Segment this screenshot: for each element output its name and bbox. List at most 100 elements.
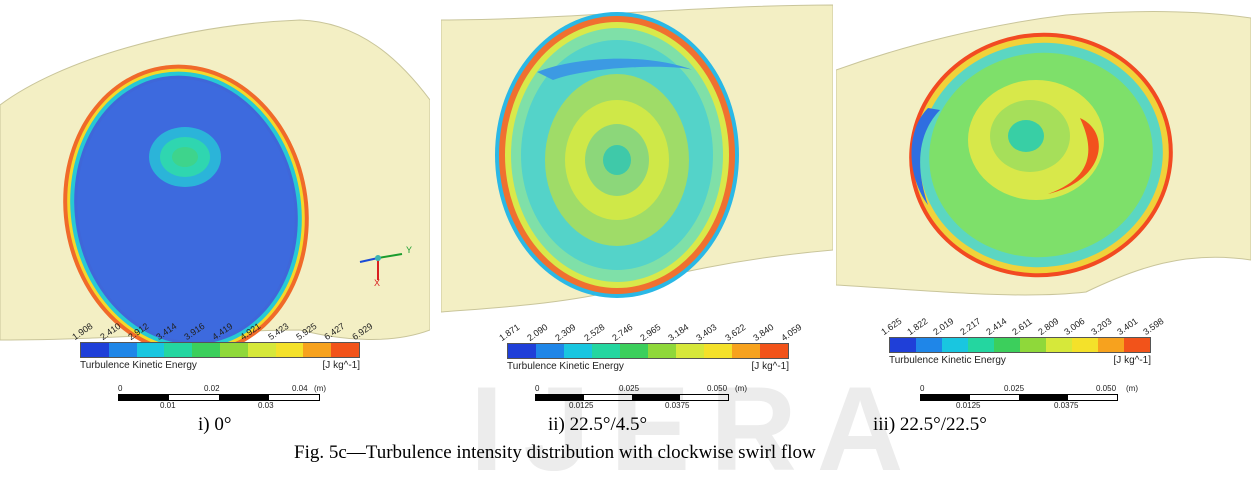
scale-1-top-0: 0 [118, 384, 123, 393]
scale-2-bot-0: 0.0125 [569, 401, 594, 410]
colorbar-2-cell [620, 344, 648, 358]
legend-2: 1.871 2.090 2.309 2.528 2.746 2.965 3.184 3.403… [497, 313, 803, 372]
colorbar-ticks-2: 1.871 2.090 2.309 2.528 2.746 2.965 3.184 3.403… [497, 313, 803, 343]
colorbar-3-cell [968, 338, 994, 352]
colorbar-3-cell [942, 338, 968, 352]
scale-1-top-2: 0.04 [292, 384, 308, 393]
scale-bar-1: 0 0.02 0.04 (m) 0.01 0.03 [118, 384, 326, 412]
colorbar-2-cell [760, 344, 788, 358]
colorbar-1-tick-label: 4.921 [238, 320, 263, 342]
scale-1-top-1: 0.02 [204, 384, 220, 393]
colorbar-1-cell [108, 343, 137, 357]
colorbar-2-tick-label: 2.746 [610, 321, 635, 343]
colorbar-2-tick-label: 3.403 [694, 321, 719, 343]
scale-2-top-2: 0.050 [707, 384, 728, 393]
contour-plot-3 [836, 11, 1251, 296]
colorbar-3-tick-label: 1.822 [905, 315, 930, 337]
colorbar-3-cell [1124, 338, 1150, 352]
colorbar-1-tick-label: 3.414 [154, 320, 179, 342]
contour-plot-1: Y X [0, 19, 430, 356]
scale-bar-2: 0 0.025 0.050 (m) 0.0125 0.0375 [535, 384, 765, 412]
colorbar-2-cell [536, 344, 564, 358]
colorbar-3-tick-label: 3.401 [1115, 315, 1140, 337]
scale-2-unit: (m) [735, 384, 747, 393]
axis-triad [359, 253, 403, 280]
colorbar-1-cell [303, 343, 332, 357]
colorbar-1-cell [331, 343, 359, 357]
colorbar-1-tick-label: 5.423 [266, 320, 291, 342]
colorbar-3-tick-label: 2.414 [984, 315, 1009, 337]
scale-3-top-0: 0 [920, 384, 925, 393]
colorbar-3-cell [1072, 338, 1098, 352]
colorbar-2-cell [648, 344, 676, 358]
scale-1-bot-0: 0.01 [160, 401, 176, 410]
scale-3-bot-0: 0.0125 [956, 401, 981, 410]
colorbar-ticks-3: 1.625 1.822 2.019 2.217 2.414 2.611 2.809 3.006… [879, 303, 1165, 337]
colorbar-3 [889, 337, 1151, 353]
colorbar-1-tick-label: 2.410 [98, 320, 123, 342]
colorbar-3-tick-label: 2.611 [1010, 316, 1034, 337]
colorbar-2-tick-label: 3.622 [722, 321, 748, 343]
colorbar-1-cell [219, 343, 248, 357]
colorbar-1-cell [192, 343, 220, 357]
colorbar-title-2: Turbulence Kinetic Energy [507, 361, 624, 372]
scale-2-top-1: 0.025 [619, 384, 640, 393]
colorbar-3-cell [1098, 338, 1124, 352]
panel-caption-3: iii) 22.5°/22.5° [873, 414, 987, 435]
colorbar-ticks-1: 1.908 2.410 2.912 3.414 3.916 4.419 4.921 5.423… [70, 296, 374, 342]
colorbar-2-tick-label: 2.309 [553, 321, 578, 343]
legend-1: 1.908 2.410 2.912 3.414 3.916 4.419 4.921 5.423… [70, 296, 374, 371]
colorbar-2-tick-label: 2.965 [638, 321, 663, 343]
colorbar-2-tick-label: 3.184 [666, 321, 691, 343]
colorbar-1-cell [164, 343, 193, 357]
scale-1-unit: (m) [314, 384, 326, 393]
colorbar-1 [80, 342, 360, 358]
colorbar-2-tick-label: 2.090 [525, 321, 550, 343]
scale-3-top-1: 0.025 [1004, 384, 1025, 393]
scale-2-bot-1: 0.0375 [665, 401, 690, 410]
colorbar-3-cell [1020, 338, 1046, 352]
legend-3: 1.625 1.822 2.019 2.217 2.414 2.611 2.809 3.006… [879, 303, 1165, 366]
colorbar-2-cell [564, 344, 592, 358]
colorbar-2-cell [508, 344, 536, 358]
colorbar-3-cell [916, 338, 942, 352]
colorbar-1-tick-label: 2.912 [126, 320, 151, 342]
colorbar-3-cell [890, 338, 916, 352]
scale-3-bot-1: 0.0375 [1054, 401, 1079, 410]
scale-2-top-0: 0 [535, 384, 540, 393]
colorbar-1-tick-label: 3.916 [182, 320, 207, 342]
panel-2: 1.871 2.090 2.309 2.528 2.746 2.965 3.184 3.403… [441, 0, 833, 380]
colorbar-2-tick-label: 3.840 [751, 321, 776, 343]
colorbar-2-cell [592, 344, 620, 358]
colorbar-3-tick-label: 3.203 [1088, 315, 1114, 337]
contour-plot-2 [441, 4, 833, 313]
scale-1-bot-1: 0.03 [258, 401, 274, 410]
panel-caption-2: ii) 22.5°/4.5° [548, 414, 648, 435]
colorbar-title-3: Turbulence Kinetic Energy [889, 355, 1006, 366]
colorbar-1-cell [81, 343, 109, 357]
axis-y-label: Y [406, 245, 412, 255]
colorbar-3-tick-label: 2.019 [931, 315, 956, 337]
colorbar-1-tick-label: 5.925 [294, 320, 319, 342]
colorbar-unit-3: [J kg^-1] [1113, 355, 1151, 366]
panel-1: Y X 1.908 2.410 2.912 3.414 3.916 4.419 4.921 5… [0, 0, 430, 380]
colorbar-3-cell [1046, 338, 1072, 352]
figure-caption: Fig. 5c—Turbulence intensity distributio… [294, 442, 816, 463]
scale-3-top-2: 0.050 [1096, 384, 1117, 393]
colorbar-2-tick-label: 2.528 [581, 321, 607, 343]
colorbar-3-tick-label: 2.217 [957, 315, 983, 337]
colorbar-3-tick-label: 3.006 [1062, 315, 1087, 337]
colorbar-unit-2: [J kg^-1] [751, 361, 789, 372]
colorbar-title-1: Turbulence Kinetic Energy [80, 360, 197, 371]
scale-3-unit: (m) [1126, 384, 1138, 393]
colorbar-2-cell [704, 344, 732, 358]
colorbar-2-cell [732, 344, 760, 358]
colorbar-3-cell [994, 338, 1020, 352]
colorbar-1-tick-label: 4.419 [210, 320, 235, 342]
axis-x-label: X [374, 278, 380, 288]
colorbar-1-tick-label: 6.427 [322, 320, 347, 342]
colorbar-3-tick-label: 2.809 [1036, 315, 1061, 337]
colorbar-2-cell [676, 344, 704, 358]
colorbar-unit-1: [J kg^-1] [322, 360, 360, 371]
colorbar-1-cell [136, 343, 165, 357]
